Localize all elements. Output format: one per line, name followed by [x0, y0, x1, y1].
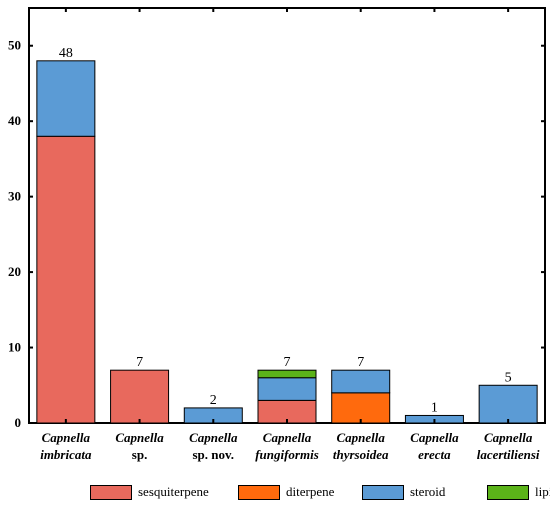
category-label-line1: Capnella: [189, 430, 238, 445]
y-tick-label: 20: [8, 264, 21, 279]
category-label-line2: sp. nov.: [193, 447, 235, 462]
category-label-line1: Capnella: [115, 430, 164, 445]
y-tick-label: 0: [15, 415, 22, 430]
legend-swatch: [362, 484, 404, 500]
bar-total-label: 7: [284, 355, 291, 370]
legend-swatch: [487, 484, 529, 500]
bar-segment-diterpene: [331, 392, 391, 424]
legend-item-steroid: steroid: [362, 482, 445, 502]
bar-segment-steroid: [257, 377, 317, 401]
category-label-line2: fungiformis: [255, 447, 319, 462]
category-label-line2: thyrsoidea: [333, 447, 389, 462]
category-label-line1: Capnella: [410, 430, 459, 445]
bar-segment-sesquiterpene: [36, 135, 96, 424]
legend-swatch: [238, 484, 280, 500]
category-label-line2: erecta: [418, 447, 451, 462]
legend-label: lipid: [535, 484, 550, 499]
y-tick-label: 40: [8, 113, 21, 128]
category-label-line1: Capnella: [42, 430, 91, 445]
bar-total-label: 48: [59, 46, 73, 61]
category-label-line1: Capnella: [337, 430, 386, 445]
legend-label: steroid: [410, 484, 446, 499]
legend-swatch: [90, 484, 132, 500]
bar-segment-steroid: [331, 369, 391, 394]
legend-label: diterpene: [286, 484, 335, 499]
bar-total-label: 7: [136, 355, 143, 370]
bar-total-label: 7: [357, 355, 364, 370]
category-label-line1: Capnella: [263, 430, 312, 445]
bar-segment-steroid: [36, 60, 96, 137]
bar-total-label: 5: [505, 370, 512, 385]
chart-legend: sesquiterpene diterpene steroid lipid: [0, 482, 550, 506]
bar-segment-steroid: [478, 384, 538, 424]
bar-segment-sesquiterpene: [110, 369, 170, 424]
y-tick-label: 50: [8, 38, 21, 53]
legend-item-lipid: lipid: [487, 482, 550, 502]
category-label-line2: imbricata: [40, 447, 92, 462]
category-label-line1: Capnella: [484, 430, 533, 445]
bar-segment-lipid: [257, 369, 317, 379]
legend-item-diterpene: diterpene: [238, 482, 334, 502]
bar-total-label: 2: [210, 393, 217, 408]
legend-item-sesquiterpene: sesquiterpene: [90, 482, 209, 502]
category-label-line2: sp.: [132, 447, 148, 462]
stacked-bar-chart: 0 10 20 30 40 50 48 Capnella imbricata 7 Capnella s…: [8, 7, 546, 462]
category-label-line2: lacertiliensi: [477, 447, 540, 462]
bar-total-label: 1: [431, 400, 438, 415]
y-tick-label: 10: [8, 340, 21, 355]
y-tick-label: 30: [8, 189, 21, 204]
legend-label: sesquiterpene: [138, 484, 209, 499]
